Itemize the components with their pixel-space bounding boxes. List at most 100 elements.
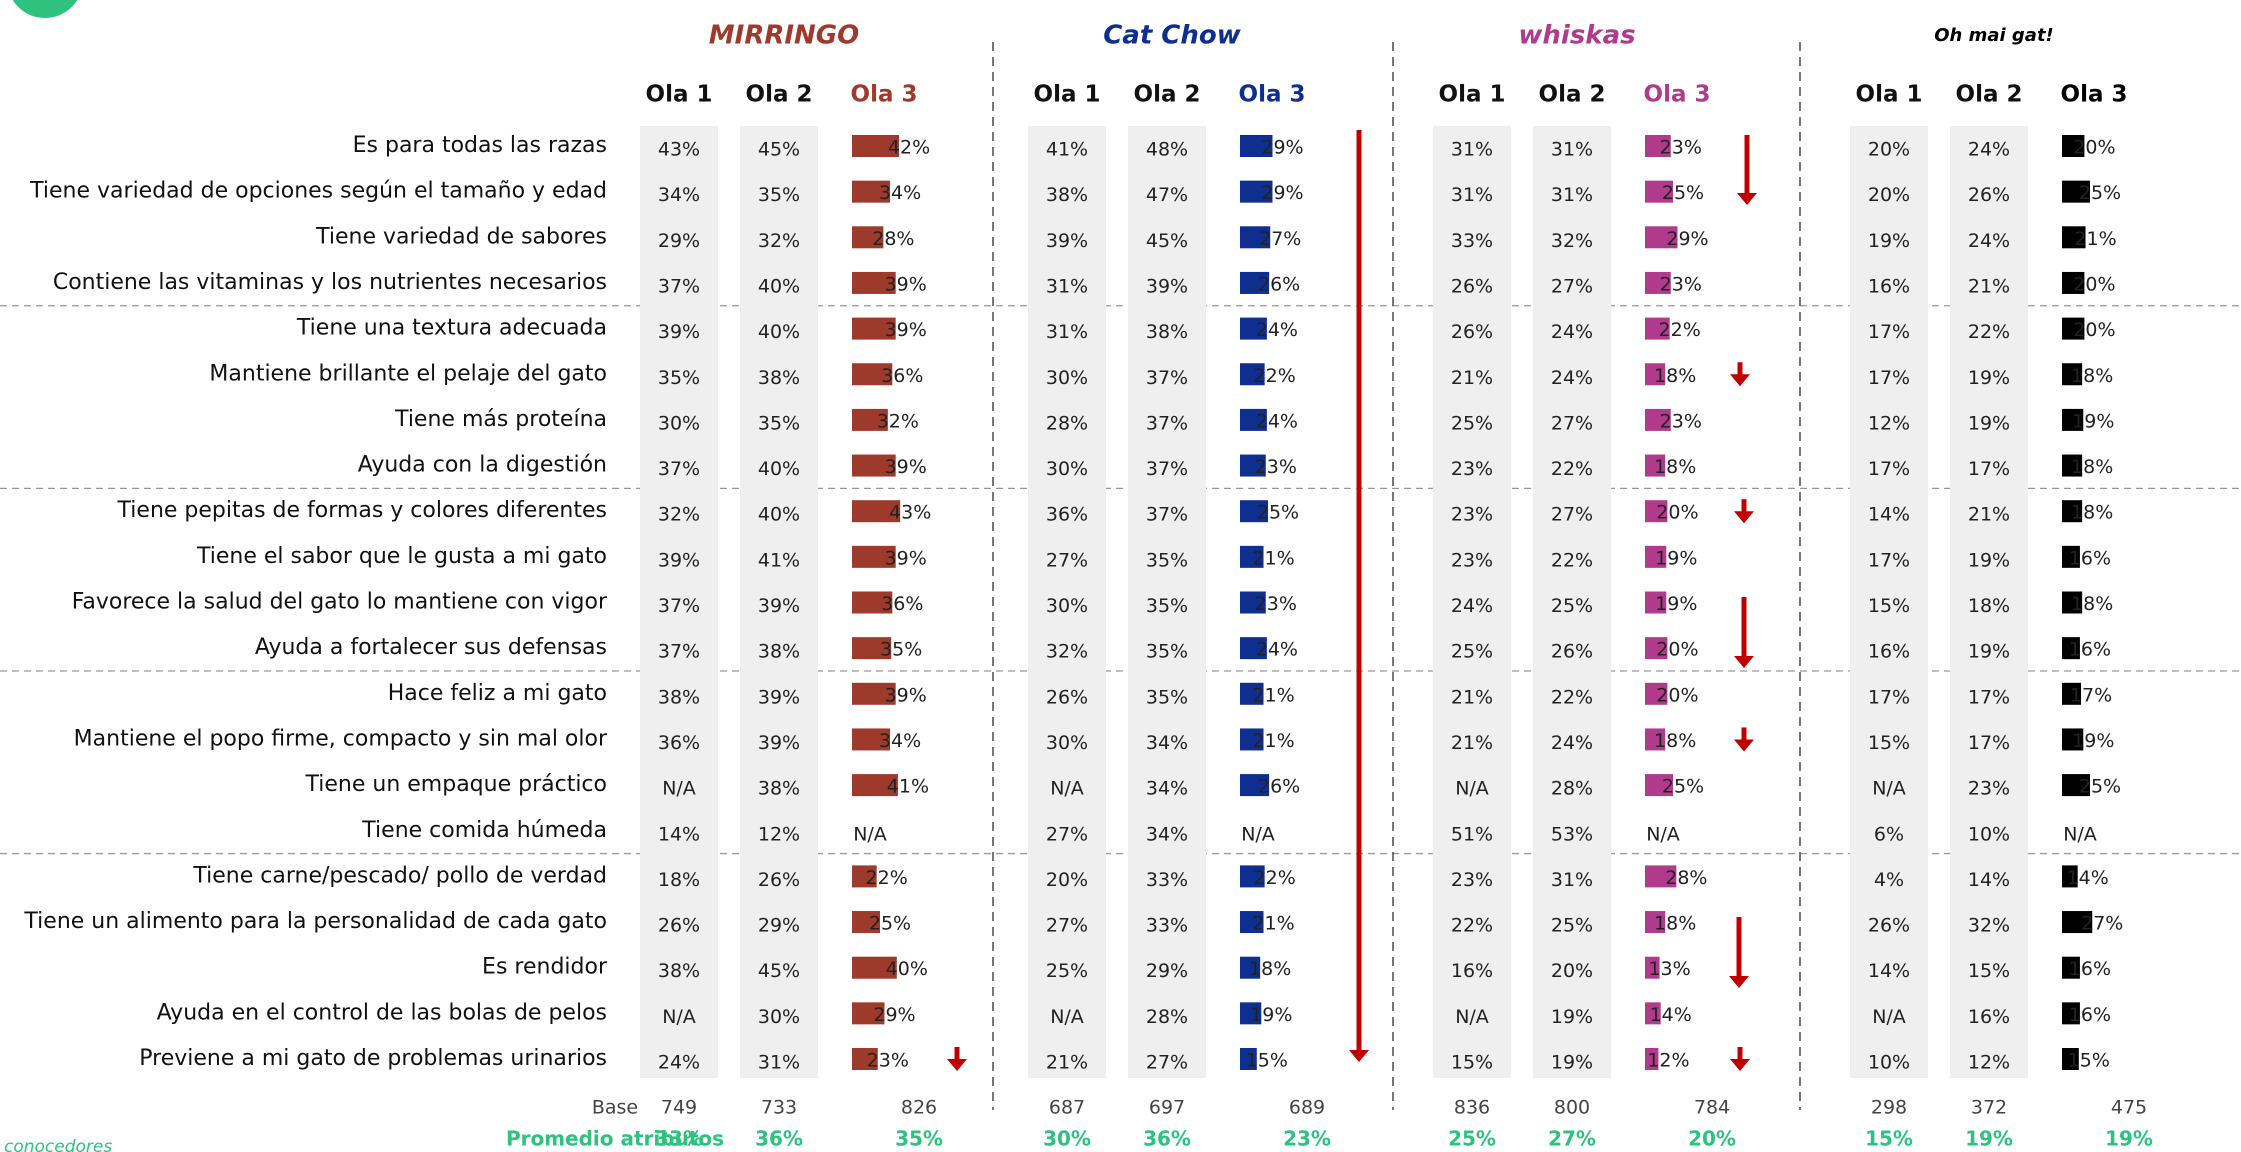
value-cell: 22%	[1551, 458, 1593, 480]
bar	[1645, 226, 1678, 249]
value-cell: 22%	[1451, 915, 1493, 937]
value-cell: 35%	[1146, 641, 1188, 663]
value-cell: 26%	[1451, 321, 1493, 343]
bar-label: 22%	[1254, 365, 1296, 387]
bar-label: 27%	[1259, 228, 1301, 250]
bar-label: 21%	[1252, 730, 1294, 752]
bar-label: 20%	[2073, 273, 2115, 295]
value-cell: 19%	[1551, 1006, 1593, 1028]
bar	[1240, 454, 1266, 477]
base-value: 836	[1454, 1097, 1490, 1119]
column-band	[640, 126, 718, 1078]
value-cell: 38%	[658, 960, 700, 982]
value-cell: 14%	[658, 823, 700, 845]
value-cell: 27%	[1551, 412, 1593, 434]
bar-label: 14%	[2067, 867, 2109, 889]
bar-label: 25%	[2079, 776, 2121, 798]
value-cell: 30%	[1046, 367, 1088, 389]
value-cell: 17%	[1968, 458, 2010, 480]
bar	[852, 135, 900, 157]
bar	[1240, 317, 1267, 340]
bar	[2062, 408, 2084, 431]
attribute-label: Tiene el sabor que le gusta a mi gato	[196, 544, 607, 569]
bar-label: 21%	[1252, 913, 1294, 935]
bar-label: 25%	[2079, 182, 2121, 204]
bar-label: 18%	[2071, 502, 2113, 524]
wave-header: Ola 3	[1239, 82, 1306, 108]
value-cell: 40%	[758, 504, 800, 526]
bar-label: 36%	[881, 365, 923, 387]
bar	[1240, 271, 1270, 294]
value-cell: 26%	[1046, 686, 1088, 708]
bar-label: 35%	[880, 639, 922, 661]
attribute-label: Tiene variedad de sabores	[315, 224, 607, 249]
bar	[852, 682, 896, 705]
value-cell: 27%	[1146, 1052, 1188, 1074]
wave-header: Ola 1	[1856, 82, 1923, 108]
wave-header: Ola 2	[1134, 82, 1201, 108]
value-cell: 20%	[1046, 869, 1088, 891]
value-cell: 21%	[1451, 686, 1493, 708]
bar	[852, 1002, 885, 1025]
bar	[2062, 1048, 2079, 1070]
bar	[2062, 956, 2080, 979]
value-cell: 21%	[1451, 732, 1493, 754]
average-value: 36%	[1143, 1127, 1191, 1151]
bar	[852, 637, 892, 660]
value-cell: 21%	[1968, 504, 2010, 526]
value-cell: 16%	[1868, 641, 1910, 663]
value-cell: 24%	[1551, 321, 1593, 343]
bar-label: 22%	[866, 867, 908, 889]
significance-arrow-head	[1734, 511, 1754, 524]
bar	[2062, 363, 2083, 386]
bar-label: 22%	[1254, 867, 1296, 889]
base-value: 826	[901, 1097, 937, 1119]
value-cell: 31%	[758, 1052, 800, 1074]
bar-label: 32%	[877, 410, 919, 432]
value-cell: 26%	[1451, 275, 1493, 297]
bar	[852, 317, 896, 340]
bar	[852, 865, 877, 888]
bar	[1240, 637, 1267, 660]
bar	[852, 1048, 878, 1070]
value-cell: 24%	[1968, 230, 2010, 252]
significance-arrow-head	[1349, 1050, 1369, 1062]
attribute-label: Ayuda en el control de las bolas de pelo…	[157, 1000, 607, 1025]
bar-label: 18%	[2071, 365, 2113, 387]
bar-label: 18%	[1654, 365, 1696, 387]
value-cell: 17%	[1868, 549, 1910, 571]
bar	[1240, 911, 1264, 934]
value-cell: 25%	[1551, 595, 1593, 617]
average-value: 33%	[655, 1127, 703, 1151]
bar	[2062, 500, 2083, 523]
average-value: 23%	[1283, 1127, 1331, 1151]
bar	[1645, 911, 1666, 934]
bar	[1645, 1002, 1661, 1025]
value-cell: 33%	[1146, 869, 1188, 891]
bar-label: 16%	[2069, 547, 2111, 569]
bar	[2062, 454, 2083, 477]
bar-label: 25%	[1257, 502, 1299, 524]
value-cell: 39%	[658, 549, 700, 571]
value-cell: 23%	[1451, 504, 1493, 526]
bar-label: 18%	[1654, 456, 1696, 478]
value-cell: N/A	[1872, 1006, 1906, 1028]
bar	[1645, 774, 1673, 797]
bar	[1645, 637, 1668, 660]
bar	[852, 363, 893, 386]
value-cell: 12%	[1868, 412, 1910, 434]
column-band	[740, 126, 818, 1078]
value-cell: 41%	[758, 549, 800, 571]
value-cell: 35%	[1146, 686, 1188, 708]
bar-label: 16%	[2069, 1004, 2111, 1026]
value-cell: 34%	[658, 184, 700, 206]
bar-label: 39%	[885, 273, 927, 295]
base-value: 687	[1049, 1097, 1085, 1119]
wave-header: Ola 1	[646, 82, 713, 108]
value-cell: 35%	[658, 367, 700, 389]
bar	[1240, 500, 1268, 523]
value-cell: 33%	[1146, 915, 1188, 937]
base-value: 733	[761, 1097, 797, 1119]
attribute-label: Ayuda con la digestión	[358, 453, 607, 478]
value-na: N/A	[1646, 823, 1680, 845]
